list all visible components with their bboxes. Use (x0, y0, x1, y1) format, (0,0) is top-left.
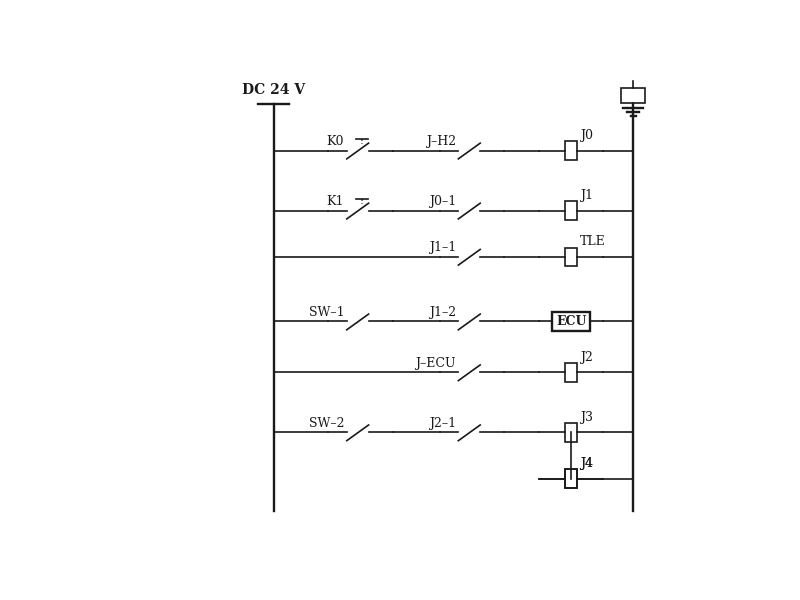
Text: SW–2: SW–2 (309, 416, 344, 430)
Text: J4: J4 (580, 457, 593, 470)
Text: J1–1: J1–1 (429, 241, 456, 254)
Text: J2–1: J2–1 (429, 416, 456, 430)
Bar (565, 469, 578, 488)
Bar (565, 141, 578, 160)
Bar (565, 248, 578, 266)
Text: J–ECU: J–ECU (415, 356, 456, 370)
Text: ECU: ECU (556, 315, 586, 328)
Text: J1: J1 (580, 189, 593, 202)
Text: K0: K0 (326, 135, 344, 148)
Text: J4: J4 (580, 457, 593, 470)
Bar (565, 202, 578, 220)
Bar (552, 312, 590, 331)
Text: DC 24 V: DC 24 V (242, 83, 305, 97)
Text: J0–1: J0–1 (429, 195, 456, 208)
Text: J2: J2 (580, 351, 593, 364)
Bar (622, 88, 645, 103)
Bar (565, 363, 578, 382)
Text: SW–1: SW–1 (309, 306, 344, 319)
Text: TLE: TLE (580, 235, 606, 248)
Text: K1: K1 (326, 195, 344, 208)
Text: J3: J3 (580, 411, 593, 424)
Bar (565, 423, 578, 442)
Text: J–H2: J–H2 (426, 135, 456, 148)
Text: J0: J0 (580, 129, 593, 142)
Text: J1–2: J1–2 (429, 306, 456, 319)
Bar (565, 469, 578, 488)
